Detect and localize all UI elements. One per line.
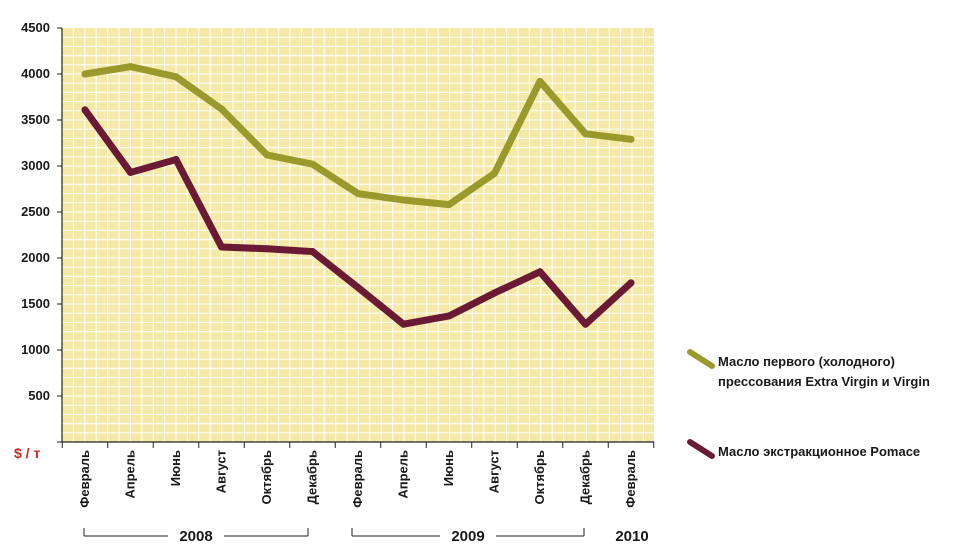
axes (61, 28, 654, 443)
series-lines (81, 63, 635, 328)
data-point (127, 63, 134, 71)
data-point (400, 196, 407, 204)
year-label: 2008 (179, 528, 212, 545)
y-tick-label: 3500 (21, 112, 50, 127)
legend-label: Масло первого (холодного) (718, 354, 895, 369)
legend-swatch (687, 439, 715, 459)
data-point (491, 289, 498, 297)
legend: Масло первого (холодного) прессования Ext… (687, 349, 930, 459)
data-point (309, 248, 316, 256)
data-point (491, 169, 498, 177)
x-tick-label: Апрель (123, 450, 138, 499)
x-tick-label: Август (214, 450, 229, 493)
x-tick-label: Декабрь (578, 450, 593, 504)
data-point (582, 130, 589, 138)
grid (62, 28, 654, 442)
data-point (445, 201, 453, 209)
data-point (354, 283, 362, 291)
year-labels: 2008 2009 2010 (83, 528, 649, 545)
x-tick-label: Февраль (77, 450, 92, 508)
legend-label: Масло экстракционное Pomace (718, 444, 920, 459)
data-point (627, 279, 635, 287)
x-tick-label: Июнь (441, 450, 456, 486)
data-point (536, 268, 544, 276)
data-point (263, 151, 271, 159)
data-point (627, 135, 635, 143)
data-point (536, 77, 544, 85)
data-point (81, 106, 89, 114)
x-tick-label: Апрель (396, 450, 411, 499)
y-tick-label: 2500 (21, 204, 50, 219)
x-tick-label: Декабрь (305, 450, 320, 504)
data-point (400, 320, 407, 328)
x-tick-label: Август (487, 450, 502, 493)
y-tick-label: 2000 (21, 250, 50, 265)
y-tick-label: 4500 (21, 20, 50, 35)
x-tick-label: Июнь (168, 450, 183, 486)
data-point (81, 70, 89, 78)
data-point (582, 320, 589, 328)
data-point (263, 245, 271, 253)
data-point (172, 73, 180, 81)
data-point (218, 243, 225, 251)
x-tick-label: Февраль (623, 450, 638, 508)
y-tick-label: 1000 (21, 342, 50, 357)
data-point (127, 168, 134, 176)
legend-label: прессования Extra Virgin и Virgin (718, 374, 930, 389)
y-axis-ticks: 500 1000 1500 2000 2500 3000 3500 4000 4500 (21, 20, 62, 443)
data-point (172, 156, 180, 164)
x-tick-label: Февраль (350, 450, 365, 508)
y-axis-unit-label: $ / т (14, 445, 40, 461)
data-point (218, 105, 225, 113)
x-tick-label: Октябрь (532, 450, 547, 505)
data-point (354, 190, 362, 198)
y-tick-label: 4000 (21, 66, 50, 81)
x-axis-ticks: Февраль Апрель Июнь Август Октябрь Декабрь Фев… (61, 442, 655, 508)
x-tick-label: Октябрь (259, 450, 274, 505)
data-point (445, 312, 453, 320)
y-tick-label: 1500 (21, 296, 50, 311)
legend-swatch (687, 349, 715, 369)
year-label: 2010 (615, 528, 648, 545)
y-tick-label: 500 (28, 388, 50, 403)
data-point (309, 160, 316, 168)
year-label: 2009 (451, 528, 484, 545)
y-tick-label: 3000 (21, 158, 50, 173)
